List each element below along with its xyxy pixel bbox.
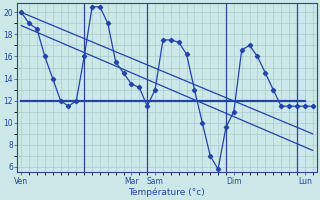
X-axis label: Température (°c): Température (°c) [129,187,205,197]
